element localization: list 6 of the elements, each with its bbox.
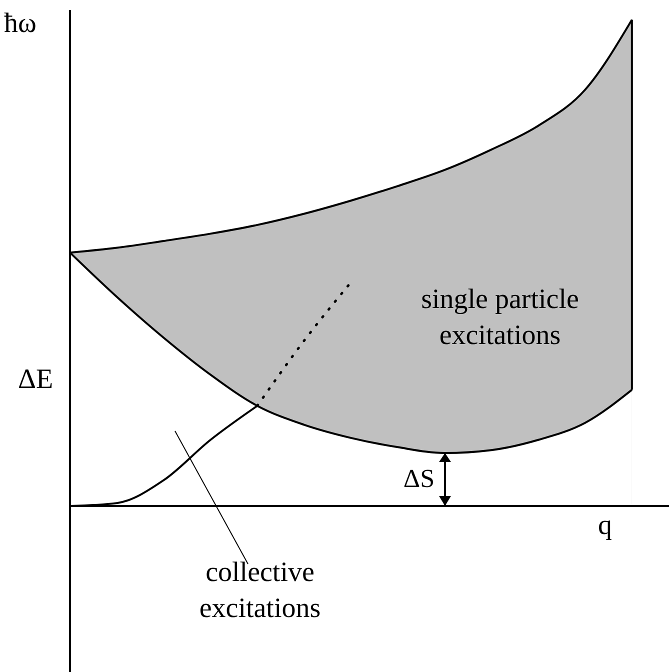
y-axis-title: ħω <box>4 8 36 40</box>
text: ΔE <box>18 363 54 397</box>
annotation: single particle excitations <box>420 283 580 353</box>
x-axis-title: q <box>598 510 612 542</box>
text: collective excitations <box>198 556 322 626</box>
annotation: ΔS <box>402 463 435 496</box>
